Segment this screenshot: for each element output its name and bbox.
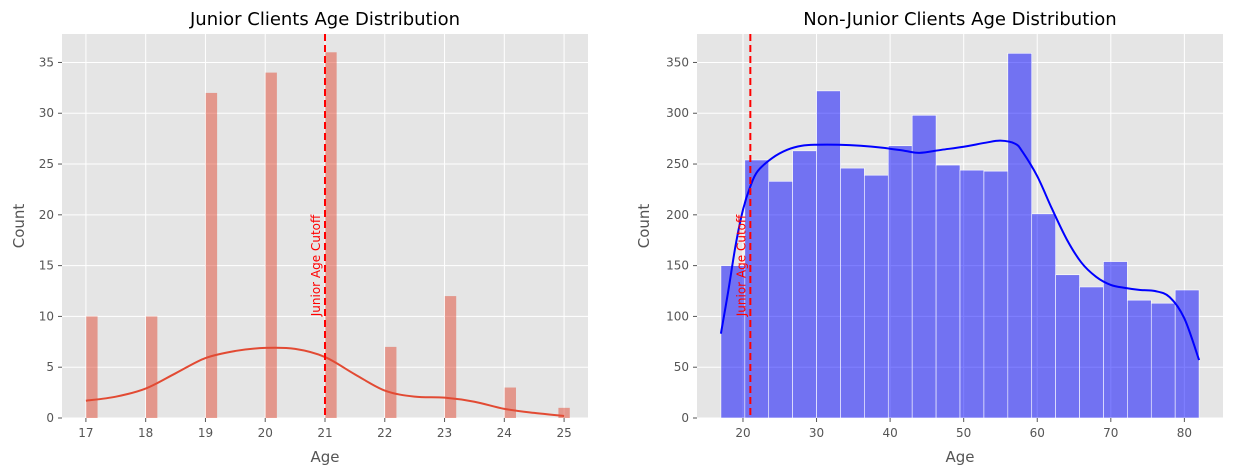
y-tick-label: 35	[39, 55, 54, 69]
histogram-bar	[1079, 286, 1104, 419]
x-tick-label: 23	[437, 426, 452, 440]
histogram-bar	[558, 407, 570, 418]
histogram-bar	[935, 164, 961, 419]
kde-curve	[719, 139, 1201, 361]
y-tick-labels: 0 50 100 150 200 250 300 350	[666, 55, 697, 425]
histogram-bar	[959, 169, 985, 419]
histogram-bar	[816, 90, 841, 419]
histogram-bar	[1127, 299, 1152, 419]
x-tick-label: 60	[1030, 426, 1045, 440]
histogram-bar	[205, 92, 218, 419]
x-tick-label: 20	[735, 426, 750, 440]
histogram-bar	[1031, 213, 1056, 419]
cutoff-annotation: Junior Age Cutoff	[309, 214, 323, 317]
x-axis-label: Age	[945, 448, 974, 466]
y-tick-label: 150	[666, 259, 689, 273]
y-tick-label: 300	[666, 106, 689, 120]
histogram-bar	[385, 346, 397, 418]
x-tick-label: 30	[809, 426, 824, 440]
histogram-bar	[1055, 274, 1080, 419]
histogram-bar	[145, 316, 158, 418]
histogram-bar	[768, 181, 793, 419]
junior-age-histogram-panel: Junior Age Cutoff 17 18 19 20 21 22 23 24 25 0 5 1…	[10, 9, 588, 466]
histogram-bar	[86, 316, 98, 418]
non-junior-age-histogram-panel: Junior Age Cutoff 20 30 40 50 60 70 80 0 50 100 1…	[635, 9, 1223, 466]
x-tick-label: 21	[317, 426, 332, 440]
y-tick-label: 0	[681, 411, 689, 425]
y-tick-label: 0	[46, 411, 54, 425]
histogram-bar	[744, 159, 770, 419]
histogram-bar	[792, 150, 817, 419]
x-tick-label: 40	[882, 426, 897, 440]
histogram-bar	[911, 114, 937, 419]
x-tick-label: 80	[1177, 426, 1192, 440]
histogram-bar	[1103, 261, 1128, 419]
histogram-bars	[86, 52, 570, 419]
y-tick-label: 250	[666, 157, 689, 171]
histogram-bar	[325, 52, 337, 419]
histogram-bar	[983, 170, 1009, 419]
y-tick-labels: 0 5 10 15 20 25 30 35	[39, 55, 62, 425]
x-axis-label: Age	[310, 448, 339, 466]
x-tick-label: 70	[1103, 426, 1118, 440]
x-tick-label: 50	[956, 426, 971, 440]
histogram-bar	[1150, 302, 1176, 419]
histogram-bar	[444, 296, 457, 418]
y-tick-label: 30	[39, 106, 54, 120]
y-tick-label: 5	[46, 360, 54, 374]
x-tick-label: 19	[198, 426, 213, 440]
y-tick-label: 200	[666, 208, 689, 222]
histogram-bar	[840, 167, 865, 419]
histogram-bar	[864, 174, 889, 419]
histogram-bar	[1174, 289, 1200, 419]
y-axis-label: Count	[10, 204, 28, 249]
histogram-bar	[1007, 53, 1033, 419]
x-tick-label: 17	[78, 426, 93, 440]
histogram-bar	[887, 145, 913, 419]
x-tick-label: 24	[497, 426, 512, 440]
y-axis-label: Count	[635, 204, 653, 249]
y-tick-label: 100	[666, 309, 689, 323]
x-tick-labels: 20 30 40 50 60 70 80	[735, 418, 1192, 440]
x-tick-label: 18	[138, 426, 153, 440]
y-tick-label: 50	[674, 360, 689, 374]
x-tick-label: 25	[556, 426, 571, 440]
y-tick-label: 10	[39, 309, 54, 323]
chart-title: Junior Clients Age Distribution	[189, 9, 460, 30]
y-tick-label: 15	[39, 259, 54, 273]
x-tick-label: 20	[258, 426, 273, 440]
x-tick-labels: 17 18 19 20 21 22 23 24 25	[78, 418, 572, 440]
y-tick-label: 350	[666, 55, 689, 69]
y-tick-label: 20	[39, 208, 54, 222]
cutoff-annotation: Junior Age Cutoff	[734, 214, 748, 317]
histogram-bar	[504, 387, 516, 418]
x-tick-label: 22	[377, 426, 392, 440]
y-tick-label: 25	[39, 157, 54, 171]
histogram-bar	[265, 72, 277, 418]
chart-title: Non-Junior Clients Age Distribution	[803, 9, 1116, 30]
